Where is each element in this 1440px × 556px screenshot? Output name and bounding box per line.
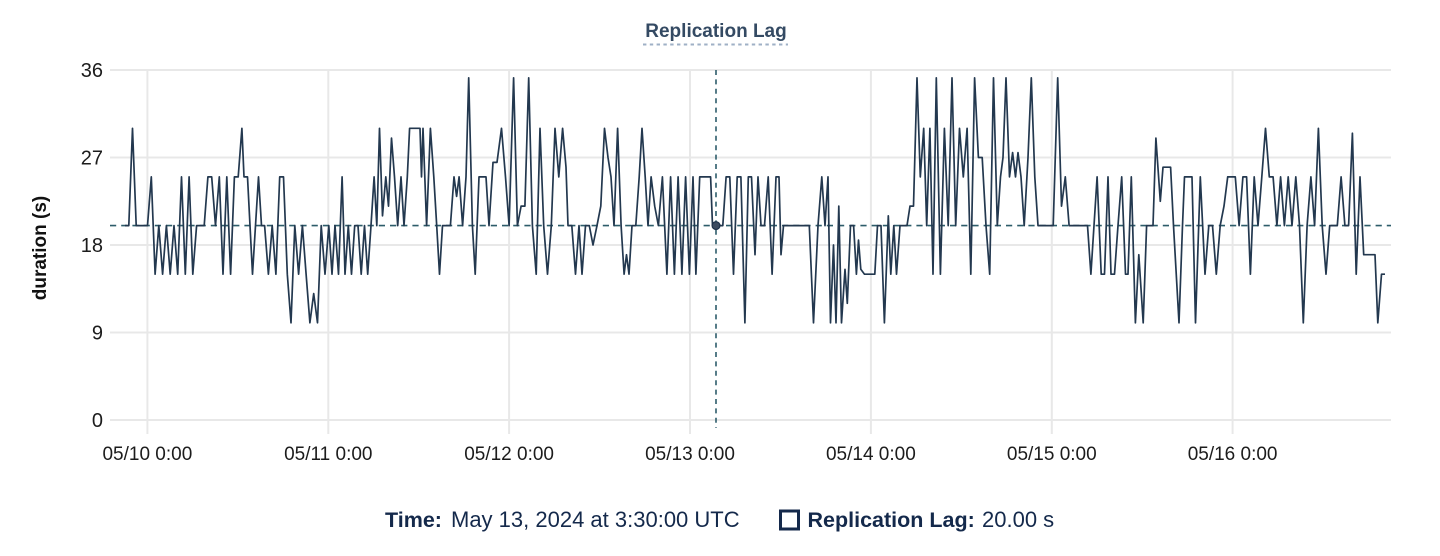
svg-text:05/12 0:00: 05/12 0:00: [464, 444, 554, 465]
svg-text:05/13 0:00: 05/13 0:00: [645, 444, 735, 465]
svg-text:Replication Lag: Replication Lag: [645, 21, 786, 42]
svg-text:36: 36: [81, 60, 103, 82]
svg-text:05/14 0:00: 05/14 0:00: [826, 444, 916, 465]
svg-text:Time:: Time:: [385, 508, 442, 532]
svg-text:05/11 0:00: 05/11 0:00: [284, 444, 372, 465]
svg-text:27: 27: [81, 148, 103, 170]
svg-text:0: 0: [92, 410, 103, 432]
svg-text:05/16 0:00: 05/16 0:00: [1188, 444, 1278, 465]
svg-text:20.00 s: 20.00 s: [982, 507, 1054, 532]
svg-text:May 13, 2024 at 3:30:00 UTC: May 13, 2024 at 3:30:00 UTC: [451, 507, 740, 532]
svg-text:18: 18: [81, 235, 103, 257]
svg-text:Replication Lag:: Replication Lag:: [808, 508, 975, 532]
svg-text:9: 9: [92, 323, 103, 345]
svg-text:duration (s): duration (s): [30, 196, 51, 301]
svg-text:05/10 0:00: 05/10 0:00: [102, 444, 192, 465]
svg-text:05/15 0:00: 05/15 0:00: [1007, 444, 1097, 465]
